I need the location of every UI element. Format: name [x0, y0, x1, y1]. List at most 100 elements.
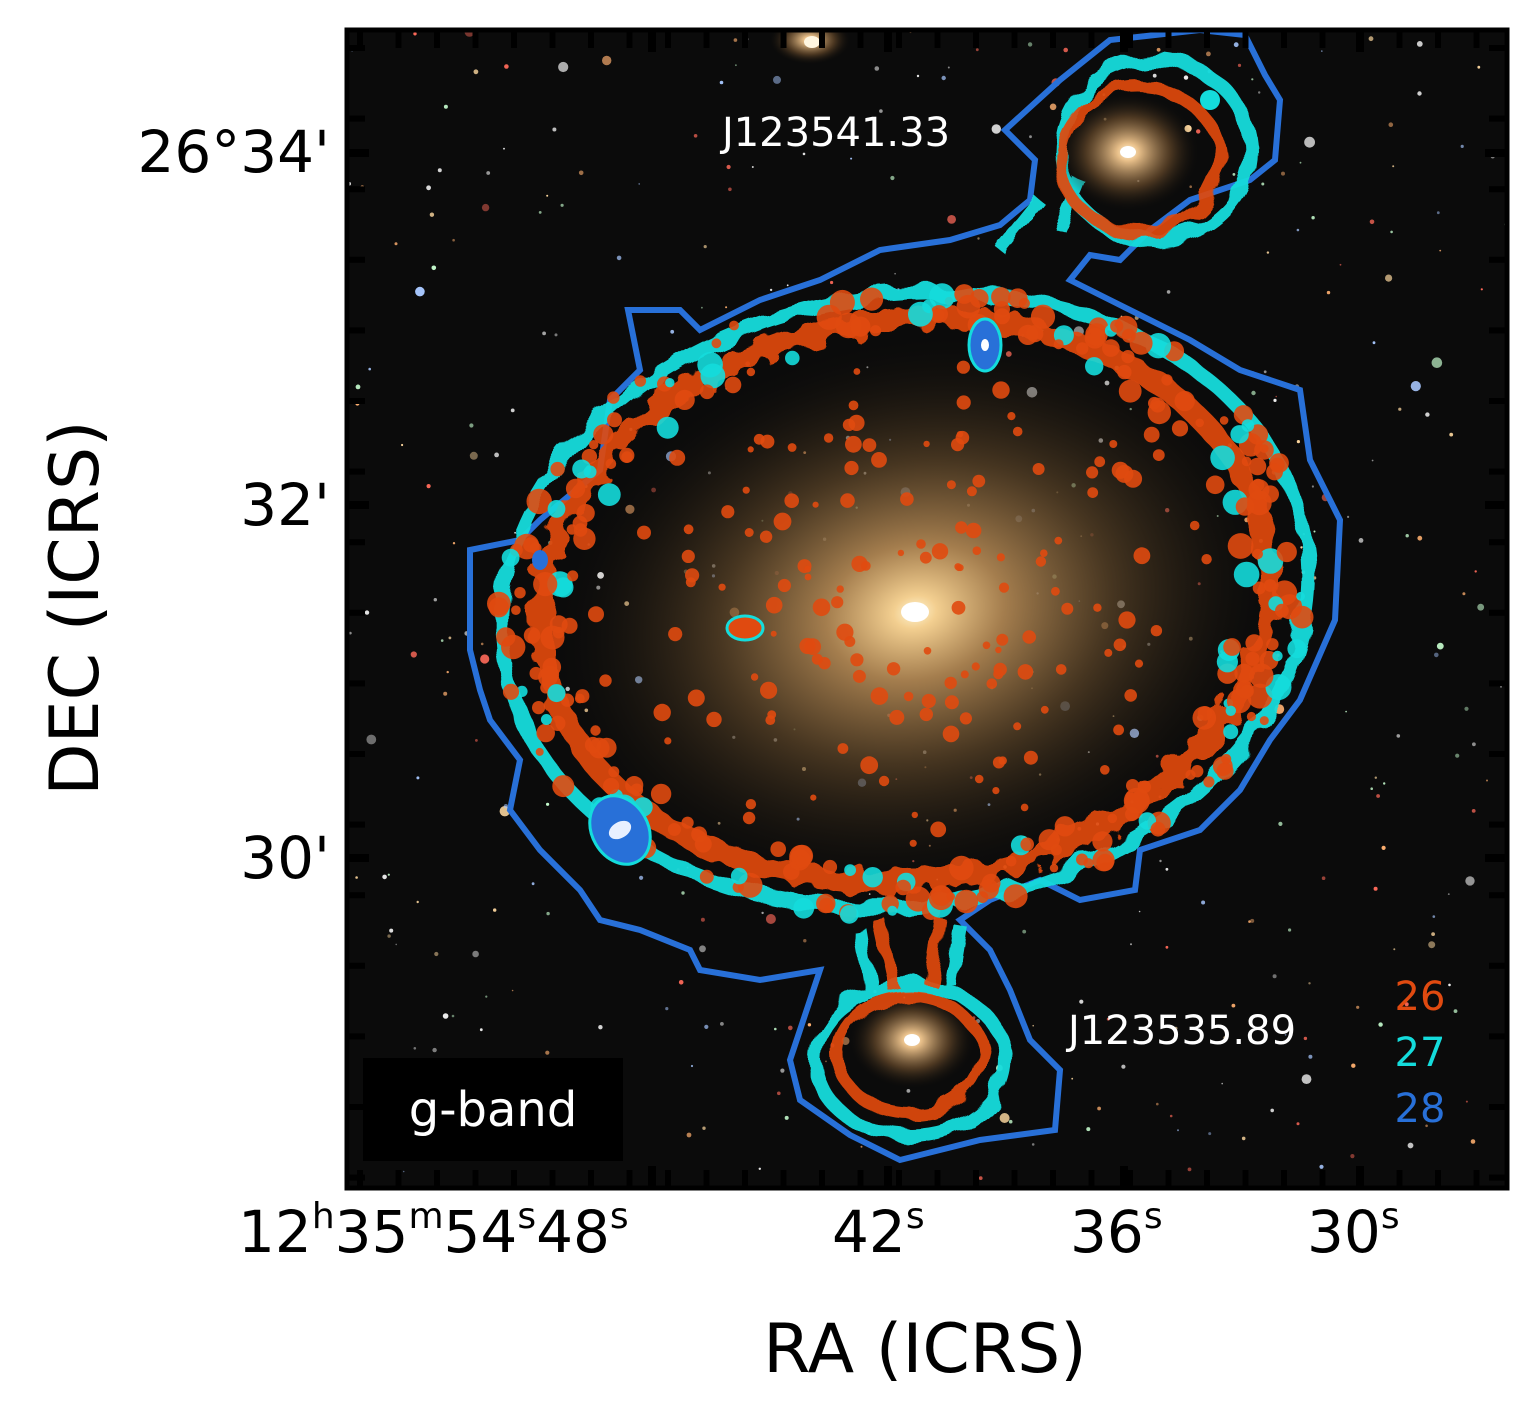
contour-26-blobs	[487, 283, 1314, 924]
star	[825, 1060, 827, 1063]
star	[1266, 251, 1270, 254]
star	[1385, 274, 1393, 282]
star	[511, 989, 514, 992]
masked-source	[718, 583, 726, 591]
star	[1251, 78, 1254, 81]
star	[546, 911, 550, 916]
star	[1449, 432, 1454, 437]
masked-source	[523, 537, 539, 553]
star	[1308, 982, 1311, 985]
star	[1417, 535, 1423, 541]
star	[1448, 983, 1451, 987]
star	[486, 171, 491, 175]
masked-source	[994, 308, 1011, 325]
masked-source	[1133, 547, 1151, 565]
masked-source	[974, 774, 984, 784]
masked-source	[1245, 634, 1263, 652]
band-label: g-band	[409, 1082, 578, 1138]
masked-source	[1249, 663, 1274, 688]
masked-source	[744, 528, 754, 537]
masked-source	[812, 501, 819, 508]
masked-source	[760, 434, 775, 449]
masked-source	[767, 710, 777, 719]
masked-source	[777, 578, 792, 593]
masked-source	[1007, 412, 1016, 421]
star	[1370, 787, 1373, 790]
masked-source	[573, 527, 596, 550]
masked-source	[1124, 689, 1137, 702]
star	[1398, 407, 1402, 411]
star	[1008, 1119, 1013, 1124]
star	[1417, 91, 1422, 96]
star	[355, 384, 361, 390]
masked-source	[669, 449, 686, 466]
masked-source	[770, 841, 786, 857]
star	[991, 124, 1001, 134]
masked-source	[956, 294, 981, 319]
star	[410, 651, 417, 658]
star	[999, 1113, 1010, 1123]
star	[1189, 185, 1192, 188]
masked-source	[1102, 339, 1120, 357]
star	[701, 306, 703, 309]
star	[560, 203, 564, 207]
masked-source	[552, 775, 575, 798]
star	[1383, 782, 1386, 785]
star	[1465, 876, 1475, 886]
masked-source	[1022, 630, 1036, 644]
masked-source	[514, 587, 526, 599]
masked-source	[1272, 650, 1283, 662]
star	[558, 61, 569, 73]
masked-source	[724, 376, 742, 394]
star	[442, 1013, 449, 1019]
masked-source	[972, 474, 986, 488]
star	[1187, 1167, 1192, 1172]
masked-source	[836, 585, 844, 593]
masked-source	[1227, 533, 1254, 559]
star	[1321, 50, 1323, 52]
masked-source	[960, 670, 969, 679]
masked-source	[831, 596, 844, 609]
star	[1439, 249, 1442, 252]
masked-source	[706, 711, 722, 728]
masked-source	[1171, 420, 1189, 437]
masked-source	[1259, 716, 1269, 726]
masked-source	[911, 811, 918, 819]
star	[638, 183, 640, 185]
masked-source	[699, 384, 715, 400]
x-axis-label: RA (ICRS)	[763, 1310, 1087, 1389]
masked-source	[549, 615, 568, 634]
masked-source	[921, 693, 936, 709]
star	[1447, 893, 1450, 895]
star	[1428, 941, 1436, 949]
star	[725, 306, 728, 309]
star	[1339, 263, 1342, 266]
star	[947, 66, 950, 69]
star	[1281, 171, 1285, 176]
star	[448, 636, 452, 640]
star	[719, 80, 724, 85]
masked-source	[501, 634, 526, 660]
masked-source	[1113, 724, 1124, 736]
masked-source	[949, 855, 974, 881]
masked-source	[1054, 816, 1076, 837]
star	[1410, 381, 1421, 392]
star	[774, 1027, 777, 1031]
star	[704, 1024, 709, 1029]
star	[1278, 821, 1283, 827]
masked-source	[637, 525, 651, 540]
masked-source	[998, 582, 1010, 593]
star	[1407, 1142, 1414, 1149]
star	[916, 74, 920, 78]
plot-frame	[344, 27, 1510, 1191]
masked-source	[903, 691, 914, 702]
star	[868, 893, 871, 895]
y-tick-label: 26°34'	[137, 118, 330, 186]
masked-source	[588, 606, 604, 623]
masked-source	[1254, 440, 1274, 460]
masked-source	[650, 783, 672, 805]
masked-source	[1261, 485, 1280, 503]
star	[416, 776, 420, 780]
star	[879, 109, 883, 113]
masked-source	[816, 893, 836, 914]
